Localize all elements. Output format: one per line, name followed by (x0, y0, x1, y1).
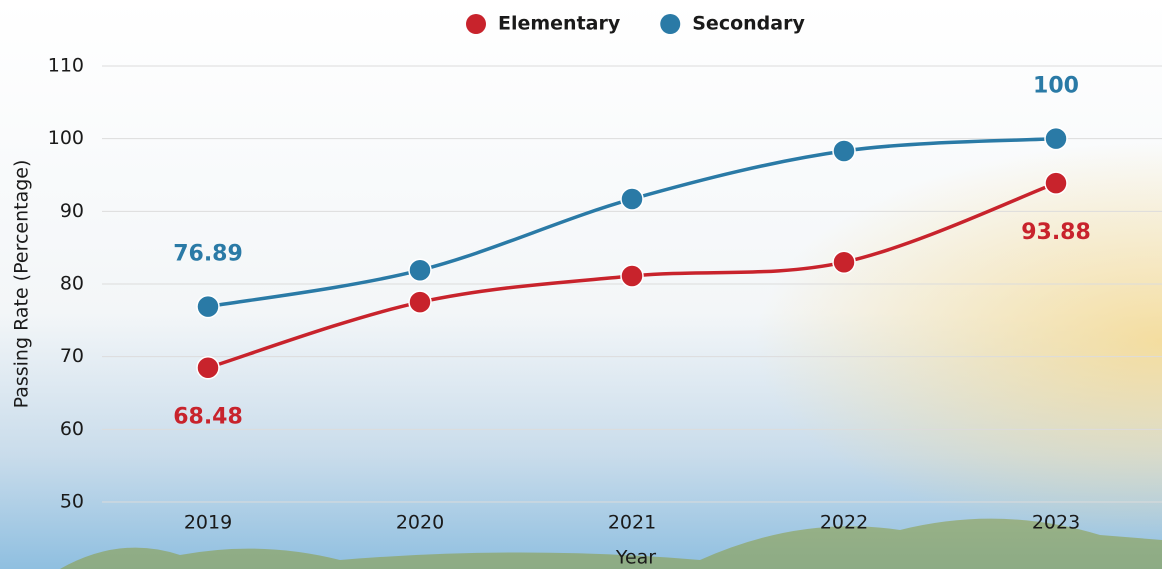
y-tick-label: 80 (60, 273, 84, 295)
data-point (196, 294, 220, 319)
data-point (408, 258, 432, 282)
x-tick-label: 2021 (608, 512, 656, 534)
y-tick-label: 90 (60, 200, 84, 222)
x-tick-label: 2023 (1032, 512, 1080, 534)
data-point (408, 290, 432, 314)
x-tick-label: 2019 (184, 512, 232, 534)
data-point (832, 139, 856, 163)
data-point (620, 264, 644, 288)
legend-label: Secondary (692, 13, 805, 35)
x-tick-label: 2020 (396, 512, 444, 534)
data-point (620, 187, 644, 211)
foliage (60, 518, 1162, 569)
legend-marker (466, 14, 486, 34)
legend-label: Elementary (498, 13, 621, 35)
data-label: 76.89 (173, 242, 243, 267)
data-label: 93.88 (1021, 220, 1091, 245)
y-tick-label: 50 (60, 491, 84, 513)
data-point (1044, 126, 1068, 151)
data-label: 68.48 (173, 405, 243, 430)
data-point (832, 250, 856, 274)
x-axis-title: Year (615, 547, 656, 569)
y-tick-label: 60 (60, 418, 84, 440)
legend-marker (660, 14, 681, 34)
x-tick-label: 2022 (820, 512, 868, 534)
data-point (196, 355, 220, 380)
data-label: 100 (1033, 74, 1079, 99)
y-tick-label: 100 (48, 127, 84, 149)
y-tick-label: 110 (48, 55, 84, 77)
data-point (1044, 171, 1068, 195)
y-axis-title: Passing Rate (Percentage) (11, 160, 33, 409)
y-tick-label: 70 (60, 345, 84, 367)
